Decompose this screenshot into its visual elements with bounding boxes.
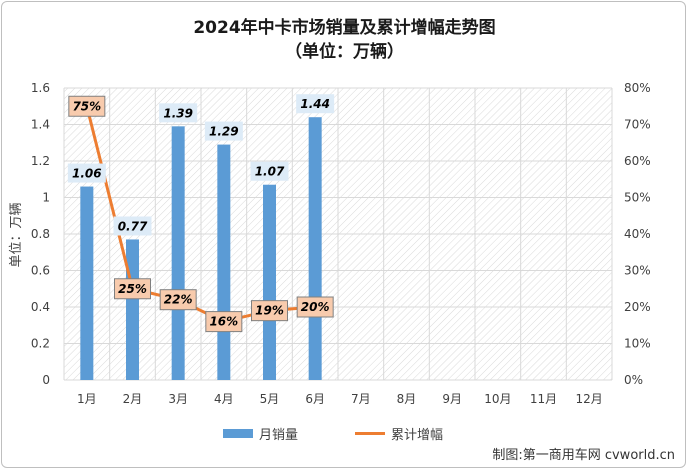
bar	[126, 239, 139, 380]
bar-data-label: 1.44	[300, 97, 330, 111]
x-tick-label: 10月	[484, 392, 511, 406]
bar-data-label: 1.29	[209, 125, 239, 139]
y-axis-title: 单位：万辆	[9, 202, 24, 267]
line-data-label: 20%	[301, 300, 330, 314]
grid-lines	[63, 87, 613, 381]
line-label-box	[251, 300, 288, 322]
y2-tick-label: 60%	[624, 154, 651, 168]
bar	[80, 186, 94, 380]
line-data-label: 16%	[209, 315, 238, 329]
bar	[217, 144, 231, 380]
x-tick-label: 5月	[260, 392, 280, 406]
y2-tick-label: 70%	[624, 118, 651, 132]
x-tick-label: 9月	[442, 392, 462, 406]
bar-label-box	[113, 216, 152, 236]
y-tick-label: 0	[42, 373, 50, 387]
credit-text: 制图:第一商用车网 cvworld.cn	[492, 448, 675, 463]
chart-subtitle: （单位：万辆）	[285, 42, 404, 62]
line-label-box	[205, 311, 243, 333]
x-tick-label: 3月	[168, 392, 188, 406]
y-tick-label: 1.2	[31, 154, 50, 168]
line-data-label: 25%	[118, 282, 147, 296]
x-tick-label: 1月	[77, 392, 97, 406]
line-label-box	[114, 278, 151, 300]
y2-tick-label: 10%	[624, 337, 651, 351]
legend-swatch-bar	[223, 429, 253, 438]
bar-label-box	[296, 94, 335, 114]
line-data-label: 19%	[255, 304, 284, 318]
bar-data-label: 1.06	[72, 167, 102, 181]
y-tick-label: 0.2	[31, 337, 50, 351]
line-label-box	[68, 95, 106, 117]
bar-label-box	[204, 121, 243, 141]
bar-data-label: 1.07	[255, 165, 285, 179]
y-tick-label: 0.4	[31, 300, 50, 314]
legend-item-cumulative-growth: 累计增幅	[355, 424, 443, 443]
legend-item-monthly-sales: 月销量	[223, 424, 298, 443]
y-axis-left: 0 0.2 0.4 0.6 0.8 1 1.2 1.4 1.6	[31, 81, 50, 387]
y2-tick-label: 20%	[624, 300, 651, 314]
line-label-box	[296, 296, 334, 318]
line-data-label: 75%	[72, 99, 101, 113]
bar-data-label: 0.77	[118, 219, 148, 233]
legend: 月销量 累计增幅	[0, 424, 689, 446]
bar-label-box	[159, 103, 198, 123]
y-tick-label: 1.6	[31, 81, 50, 95]
x-tick-label: 12月	[576, 392, 603, 406]
y-tick-label: 0.6	[31, 264, 50, 278]
x-tick-label: 11月	[530, 392, 557, 406]
y-tick-label: 0.8	[31, 227, 50, 241]
y-tick-label: 1.4	[31, 118, 50, 132]
y-axis-right: 0% 10% 20% 30% 40% 50% 60% 70% 80%	[624, 81, 651, 387]
y2-tick-label: 30%	[624, 264, 651, 278]
legend-swatch-line	[355, 432, 385, 435]
legend-label: 累计增幅	[391, 428, 444, 443]
y2-tick-label: 0%	[624, 373, 643, 387]
y2-tick-label: 50%	[624, 191, 651, 205]
line-label-box	[159, 289, 197, 311]
bar	[308, 117, 322, 380]
y2-tick-label: 80%	[624, 81, 651, 95]
chart-title: 2024年中卡市场销量及累计增幅走势图	[193, 18, 496, 38]
x-tick-label: 8月	[397, 392, 417, 406]
legend-label: 月销量	[259, 428, 299, 443]
y2-tick-label: 40%	[624, 227, 651, 241]
x-axis: 1月 2月 3月 4月 5月 6月 7月 8月 9月 10月 11月 12月	[77, 392, 603, 406]
line-data-labels: 75% 25% 22% 16% 19% 20%	[68, 95, 334, 333]
bar	[263, 184, 276, 380]
x-tick-label: 2月	[123, 392, 143, 406]
x-tick-label: 4月	[214, 392, 234, 406]
y-tick-label: 1	[42, 191, 50, 205]
bar	[171, 126, 185, 380]
line-data-label: 22%	[164, 293, 193, 307]
bar-data-label: 1.39	[163, 106, 193, 120]
bar-label-box	[67, 163, 106, 183]
bar-label-box	[250, 161, 289, 181]
bar-data-labels: 1.06 0.77 1.39 1.29 1.07 1.44	[67, 94, 335, 236]
x-tick-label: 7月	[351, 392, 371, 406]
x-tick-label: 6月	[305, 392, 325, 406]
